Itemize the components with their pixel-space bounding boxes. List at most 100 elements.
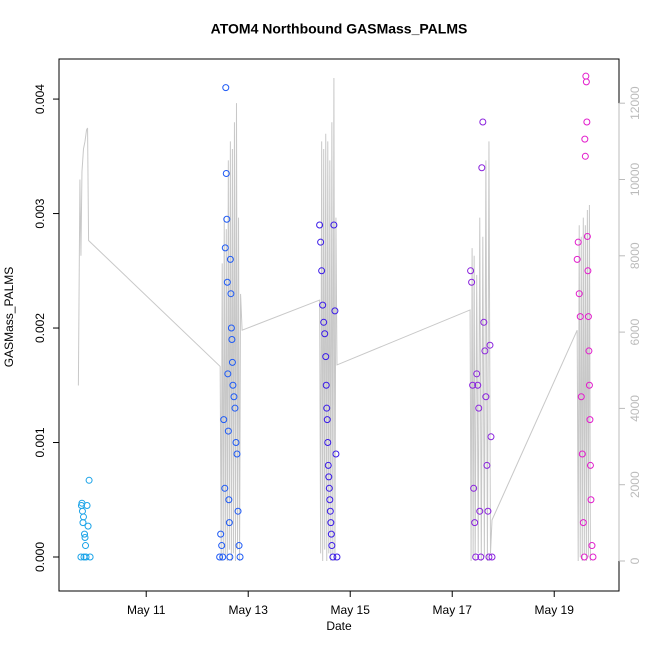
data-point [320, 318, 328, 326]
data-point [483, 461, 491, 469]
data-point [318, 267, 326, 275]
data-point [322, 381, 330, 389]
x-axis-label: Date [326, 619, 352, 633]
data-point [220, 416, 228, 424]
data-point [331, 307, 339, 315]
data-point [585, 381, 593, 389]
data-point [219, 553, 227, 561]
data-point [82, 553, 90, 561]
data-point [577, 393, 585, 401]
data-point [486, 341, 494, 349]
data-point [217, 530, 225, 538]
data-point [229, 381, 237, 389]
data-point [230, 393, 238, 401]
data-point [588, 542, 596, 550]
data-point [467, 267, 475, 275]
data-point [327, 519, 335, 527]
data-point [470, 484, 478, 492]
y2-tick-label: 12000 [628, 86, 642, 120]
data-point [223, 278, 231, 286]
x-tick-label: May 15 [331, 603, 371, 617]
data-point [234, 507, 242, 515]
data-point [326, 496, 334, 504]
data-point [329, 553, 337, 561]
data-point [583, 232, 591, 240]
data-point [218, 542, 226, 550]
data-point [233, 450, 241, 458]
data-point [575, 290, 583, 298]
data-point [225, 496, 233, 504]
data-point [582, 78, 590, 86]
data-point [224, 370, 232, 378]
data-point [81, 534, 89, 542]
y2-tick-label: 0 [628, 557, 642, 564]
data-point [330, 221, 338, 229]
data-point [325, 484, 333, 492]
data-point [323, 416, 331, 424]
data-point [216, 553, 224, 561]
data-point [225, 519, 233, 527]
data-point [471, 519, 479, 527]
y2-tick-label: 10000 [628, 162, 642, 196]
data-point [574, 238, 582, 246]
chart-title: ATOM4 Northbound GASMass_PALMS [211, 21, 468, 37]
data-point [581, 152, 589, 160]
data-point [79, 513, 87, 521]
y2-tick-label: 6000 [628, 318, 642, 345]
data-point [84, 522, 92, 530]
data-point [476, 507, 484, 515]
x-tick-label: May 19 [535, 603, 575, 617]
data-point [472, 553, 480, 561]
data-point [231, 404, 239, 412]
y2-tick-label: 4000 [628, 395, 642, 422]
data-point [324, 439, 332, 447]
data-point [333, 553, 341, 561]
data-point [232, 439, 240, 447]
data-point [222, 84, 230, 92]
data-point [579, 519, 587, 527]
data-point [323, 404, 331, 412]
x-tick-label: May 17 [433, 603, 473, 617]
data-point [480, 318, 488, 326]
data-point [488, 553, 496, 561]
data-point [468, 278, 476, 286]
data-point [224, 427, 232, 435]
data-point [481, 347, 489, 355]
data-point [332, 450, 340, 458]
y-tick-label: 0.003 [33, 198, 47, 228]
data-point [226, 255, 234, 263]
data-point [316, 221, 324, 229]
data-point [228, 335, 236, 343]
data-point [484, 507, 492, 515]
data-point [482, 393, 490, 401]
data-point [235, 542, 243, 550]
data-point [227, 290, 235, 298]
altitude-line [77, 77, 591, 562]
data-point [585, 347, 593, 355]
data-point [236, 553, 244, 561]
data-point [586, 416, 594, 424]
y-tick-label: 0.002 [33, 313, 47, 343]
data-point [589, 553, 597, 561]
data-point [83, 501, 91, 509]
data-point [487, 433, 495, 441]
data-point [82, 542, 90, 550]
data-point [475, 404, 483, 412]
data-point [86, 553, 94, 561]
data-point [324, 461, 332, 469]
data-point [576, 313, 584, 321]
data-point [327, 530, 335, 538]
data-point [584, 267, 592, 275]
data-point [581, 135, 589, 143]
data-point [228, 358, 236, 366]
x-tick-label: May 13 [229, 603, 269, 617]
data-point [317, 238, 325, 246]
y-tick-label: 0.004 [33, 84, 47, 114]
data-point [81, 530, 89, 538]
data-point [85, 476, 93, 484]
data-point [77, 553, 85, 561]
data-point [485, 553, 493, 561]
data-point [322, 353, 330, 361]
x-tick-label: May 11 [127, 603, 166, 617]
data-point [326, 507, 334, 515]
